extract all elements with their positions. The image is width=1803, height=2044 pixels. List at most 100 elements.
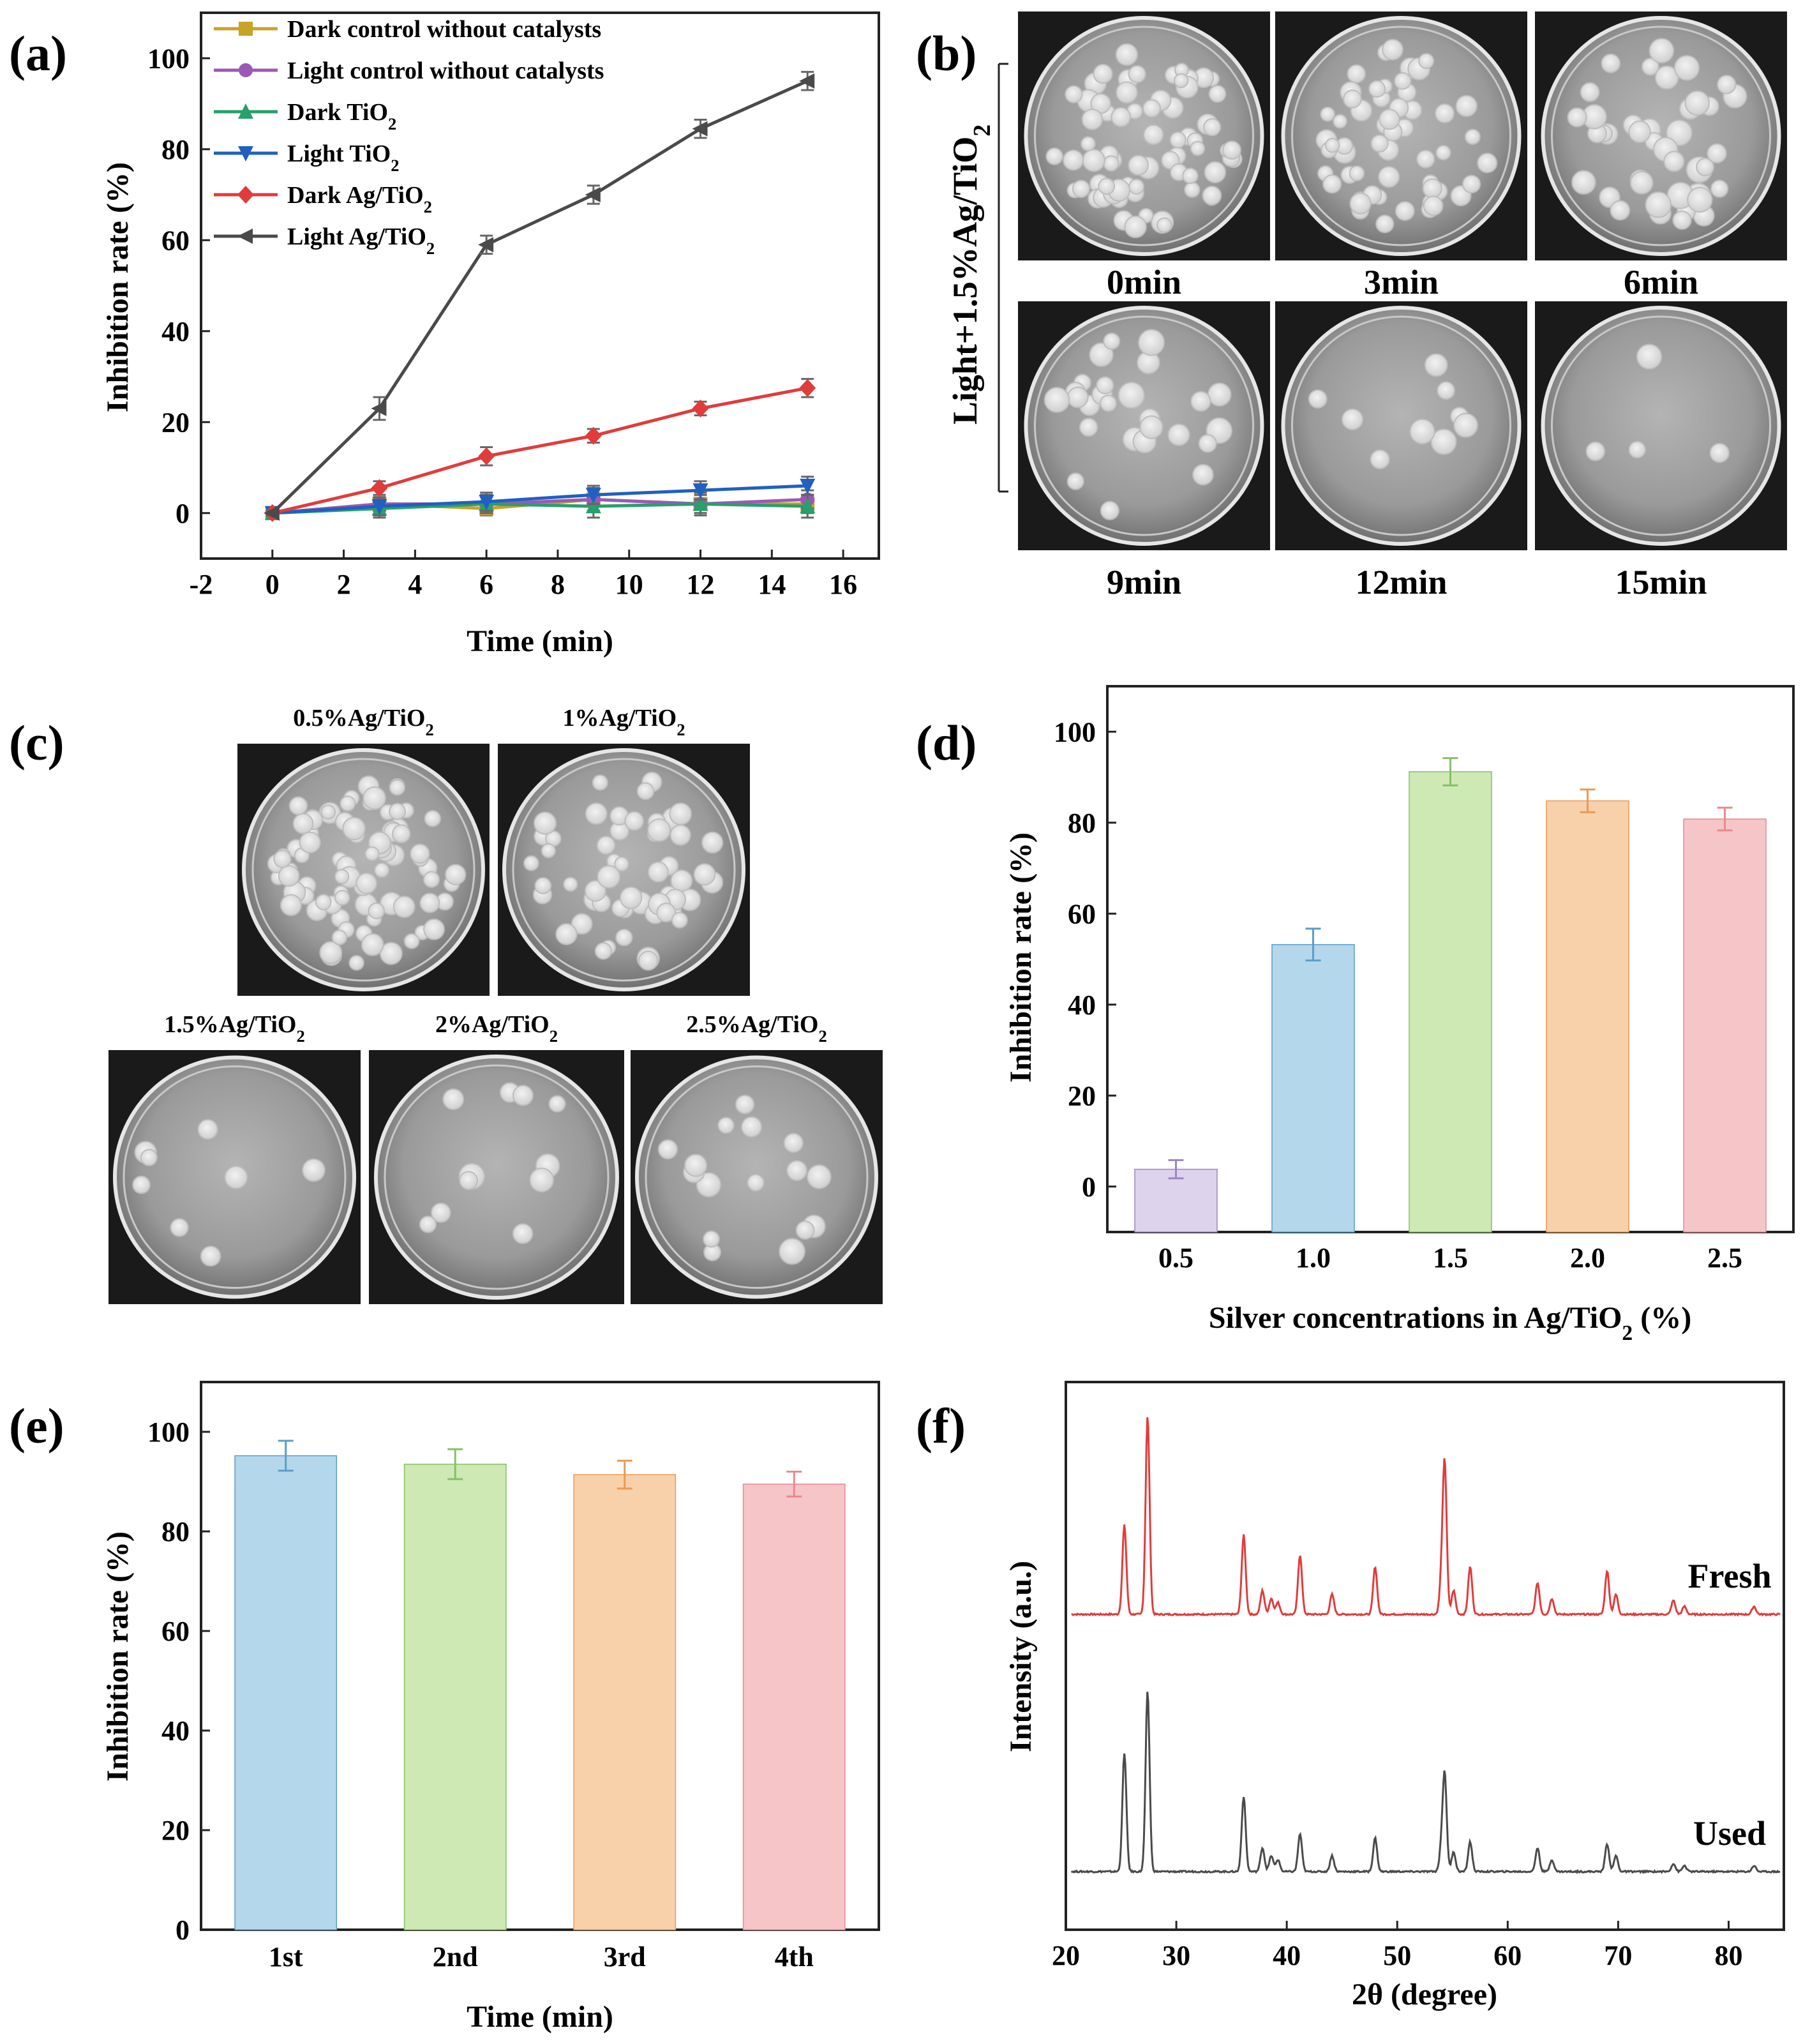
a-marker — [237, 186, 254, 204]
colony — [1079, 417, 1098, 437]
a-marker — [692, 399, 709, 417]
f-pattern-fresh — [1071, 1417, 1781, 1617]
a-ytick-label: 80 — [161, 134, 190, 165]
colony — [1139, 415, 1163, 439]
colony — [1066, 386, 1089, 409]
c-plate-3 — [369, 1050, 624, 1304]
colony — [529, 1168, 555, 1192]
colony — [548, 1095, 566, 1113]
colony — [273, 850, 292, 868]
colony — [1174, 73, 1189, 88]
b-time-label: 3min — [1364, 263, 1439, 301]
colony — [1156, 217, 1172, 233]
colony — [806, 1164, 832, 1189]
colony — [1222, 140, 1241, 160]
colony — [1370, 449, 1390, 470]
chart-f-ylabel: Intensity (a.u.) — [1004, 1561, 1038, 1752]
d-xtick-label: 2.5 — [1707, 1242, 1742, 1274]
colony — [1654, 65, 1679, 90]
colony — [389, 779, 406, 796]
b-plate-5 — [1535, 301, 1787, 550]
colony — [342, 816, 366, 841]
colony — [1202, 185, 1222, 206]
e-bar — [742, 1484, 846, 1930]
colony — [1115, 43, 1139, 66]
colony — [1710, 179, 1729, 198]
a-marker — [478, 237, 494, 253]
colony — [656, 903, 677, 922]
colony — [786, 1160, 807, 1182]
colony — [1066, 472, 1084, 490]
colony — [1103, 155, 1119, 172]
colony — [1628, 120, 1651, 144]
colony — [410, 843, 430, 864]
e-ytick-label: 40 — [161, 1715, 190, 1747]
colony — [442, 1088, 465, 1111]
colony — [1137, 329, 1165, 356]
panel-label-e: (e) — [9, 1398, 64, 1454]
colony — [1455, 94, 1478, 117]
colony — [374, 862, 390, 878]
colony — [563, 876, 578, 892]
colony — [1118, 381, 1145, 409]
colony — [1081, 136, 1096, 151]
a-marker — [585, 426, 602, 445]
colony — [1089, 342, 1114, 367]
colony — [403, 933, 420, 949]
colony — [1333, 114, 1348, 129]
a-marker — [238, 103, 253, 119]
colony — [671, 912, 688, 929]
colony — [783, 1132, 804, 1154]
d-ytick-label: 20 — [1068, 1080, 1096, 1111]
colony — [1308, 389, 1328, 409]
a-legend-label: Dark Ag/TiO2​ — [287, 182, 432, 216]
colony — [423, 918, 445, 940]
panel-label-b: (b) — [916, 26, 976, 81]
colony — [1567, 107, 1587, 128]
a-marker — [239, 63, 253, 77]
colony — [1416, 149, 1435, 169]
d-ytick-label: 100 — [1054, 716, 1096, 748]
colony — [1382, 38, 1403, 61]
f-xtick-label: 40 — [1273, 1940, 1301, 1971]
colony — [1707, 143, 1727, 164]
colony — [1192, 463, 1214, 486]
colony — [1044, 387, 1070, 413]
colony — [693, 863, 716, 886]
e-ytick-label: 20 — [161, 1815, 190, 1846]
a-legend-label: Light control without catalysts — [287, 57, 604, 84]
colony — [1208, 85, 1227, 103]
colony — [1322, 174, 1342, 194]
colony — [299, 831, 321, 853]
d-bar — [1134, 1168, 1218, 1233]
colony — [740, 1116, 763, 1138]
colony — [1190, 391, 1211, 412]
colony — [1324, 138, 1340, 153]
a-marker — [800, 498, 816, 514]
a-series-line — [272, 484, 808, 515]
plate-rim — [512, 758, 736, 982]
colony — [1111, 107, 1131, 128]
e-xtick-label: 2nd — [433, 1941, 478, 1973]
colony — [615, 928, 633, 947]
colony — [512, 1223, 534, 1244]
colony — [1424, 353, 1448, 377]
colony — [1580, 82, 1600, 102]
colony — [619, 886, 643, 910]
colony — [355, 872, 378, 894]
d-bar — [1409, 771, 1492, 1233]
colony — [334, 890, 350, 906]
colony — [424, 810, 442, 827]
d-xtick-label: 2.0 — [1570, 1242, 1605, 1274]
e-bar — [403, 1463, 507, 1930]
e-xtick-label: 1st — [269, 1941, 303, 1973]
colony — [430, 1202, 451, 1223]
colony — [1198, 434, 1217, 453]
a-xtick-label: 12 — [687, 569, 715, 600]
c-plate-2 — [108, 1050, 361, 1304]
colony — [302, 1158, 325, 1182]
a-series-3 — [264, 476, 816, 522]
colony — [368, 902, 385, 920]
colony — [319, 941, 343, 965]
